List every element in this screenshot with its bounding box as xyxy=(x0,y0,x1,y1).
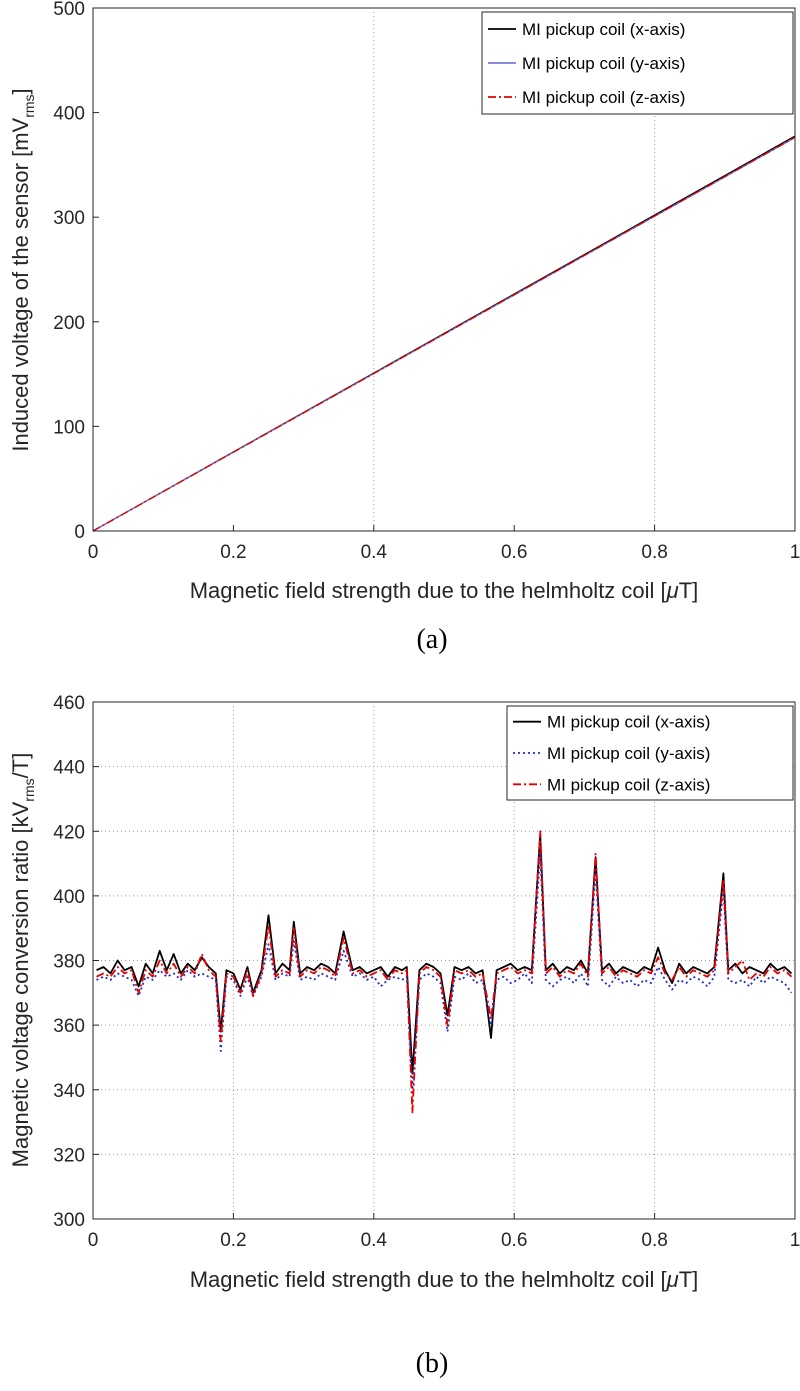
y-tick-label: 500 xyxy=(53,0,85,20)
x-tick-label: 0.4 xyxy=(361,542,388,563)
y-tick-label: 380 xyxy=(53,952,85,973)
x-axis-label-a: Magnetic field strength due to the helmh… xyxy=(190,578,699,603)
x-tick-label: 0 xyxy=(88,542,99,563)
x-tick-label: 0.2 xyxy=(220,1230,246,1251)
x-tick-label: 0 xyxy=(88,1230,99,1251)
legend-label: MI pickup coil (z-axis) xyxy=(547,775,710,794)
x-tick-label: 0.6 xyxy=(501,1230,527,1251)
caption-a: (a) xyxy=(416,624,447,655)
legend-b: MI pickup coil (x-axis) MI pickup coil (y… xyxy=(506,705,794,801)
y-ticks-b: 300 320 340 360 380 400 420 440 460 xyxy=(53,693,99,1231)
y-ticks-a: 0 100 200 300 400 500 xyxy=(53,0,99,543)
legend-label: MI pickup coil (x-axis) xyxy=(547,713,710,732)
legend-a: MI pickup coil (x-axis) MI pickup coil (y… xyxy=(481,11,794,115)
y-tick-label: 400 xyxy=(53,887,85,908)
y-tick-label: 320 xyxy=(53,1145,85,1166)
y-tick-label: 420 xyxy=(53,822,85,843)
legend-box xyxy=(506,705,794,801)
series-a xyxy=(92,135,796,532)
panel-b: 0 0.2 0.4 0.6 0.8 1 300 320 340 360 380 400 420 440 4… xyxy=(8,693,800,1379)
legend-label: MI pickup coil (y-axis) xyxy=(522,54,685,73)
x-axis-label-b: Magnetic field strength due to the helmh… xyxy=(190,1267,699,1292)
y-tick-label: 440 xyxy=(53,758,85,779)
legend-box xyxy=(481,11,794,115)
caption-b: (b) xyxy=(416,1348,449,1379)
y-tick-label: 340 xyxy=(53,1081,85,1102)
series-line-z xyxy=(92,136,796,532)
y-tick-label: 400 xyxy=(53,104,85,125)
series-b xyxy=(96,830,793,1114)
x-tick-label: 1 xyxy=(790,542,800,563)
y-tick-label: 360 xyxy=(53,1016,85,1037)
y-tick-label: 0 xyxy=(74,522,85,543)
y-tick-label: 100 xyxy=(53,417,85,438)
legend-label: MI pickup coil (x-axis) xyxy=(522,20,685,39)
x-tick-label: 0.4 xyxy=(361,1230,388,1251)
series-line-y xyxy=(96,853,793,1091)
panel-a: 0 0.2 0.4 0.6 0.8 1 0 100 200 300 400 500 MI picku… xyxy=(8,0,800,655)
y-tick-label: 300 xyxy=(53,208,85,229)
series-line-z xyxy=(96,830,793,1114)
y-tick-label: 460 xyxy=(53,693,85,714)
x-tick-label: 0.8 xyxy=(641,1230,667,1251)
y-tick-label: 300 xyxy=(53,1210,85,1231)
y-axis-label-a: Induced voltage of the sensor [mVrms] xyxy=(8,88,37,451)
y-tick-label: 200 xyxy=(53,313,85,334)
x-tick-label: 0.2 xyxy=(220,542,246,563)
x-tick-label: 1 xyxy=(790,1230,800,1251)
x-ticks-b: 0 0.2 0.4 0.6 0.8 1 xyxy=(88,1213,800,1251)
legend-label: MI pickup coil (y-axis) xyxy=(547,744,710,763)
x-ticks-a: 0 0.2 0.4 0.6 0.8 1 xyxy=(88,525,800,563)
x-tick-label: 0.6 xyxy=(501,542,527,563)
y-axis-label-b: Magnetic voltage conversion ratio [kVrms… xyxy=(8,753,37,1168)
x-tick-label: 0.8 xyxy=(641,542,667,563)
legend-label: MI pickup coil (z-axis) xyxy=(522,88,685,107)
